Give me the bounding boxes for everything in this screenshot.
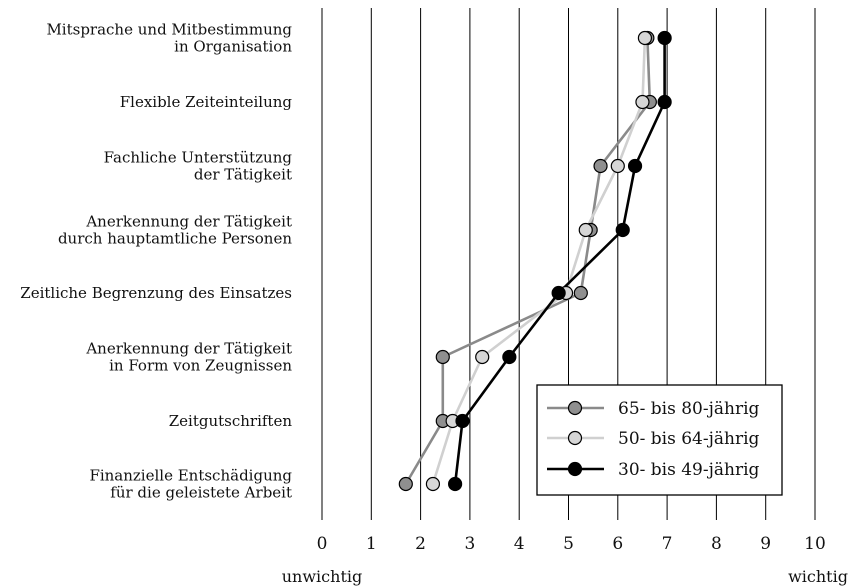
x-tick-label: 3 xyxy=(464,534,475,554)
data-point xyxy=(475,349,490,365)
category-label: durch hauptamtliche Personen xyxy=(58,230,292,248)
data-point xyxy=(578,222,593,238)
series-line xyxy=(453,38,666,485)
x-tick-label: 2 xyxy=(415,534,426,554)
legend-label: 50- bis 64-jährig xyxy=(618,429,760,449)
legend-label: 30- bis 49-jährig xyxy=(618,460,760,480)
category-label: Anerkennung der Tätigkeit xyxy=(85,340,292,358)
chart-series xyxy=(398,30,672,492)
legend: 65- bis 80-jährig 50- bis 64-jährig 30- bi… xyxy=(536,384,783,496)
data-point xyxy=(425,476,441,492)
data-point xyxy=(573,285,588,301)
data-point xyxy=(593,158,608,174)
data-point xyxy=(502,349,517,365)
x-tick-label: 0 xyxy=(317,534,328,554)
legend-marker xyxy=(567,400,583,416)
series-line xyxy=(404,37,652,485)
data-point xyxy=(435,349,450,365)
x-axis-tick-labels: 0 1 2 3 4 5 6 7 8 9 10 xyxy=(317,534,826,554)
data-point xyxy=(627,158,643,174)
category-label: Mitsprache und Mitbestimmung xyxy=(46,21,292,39)
x-tick-label: 1 xyxy=(366,534,377,554)
legend-marker xyxy=(567,430,583,446)
category-label: Finanzielle Entschädigung xyxy=(89,467,292,485)
category-label: Zeitgutschriften xyxy=(169,412,293,430)
data-point xyxy=(635,94,650,110)
data-point xyxy=(615,222,630,238)
x-tick-label: 7 xyxy=(662,534,673,554)
data-point xyxy=(551,285,566,301)
x-tick-label: 10 xyxy=(804,534,826,554)
x-tick-label: 4 xyxy=(514,534,525,554)
data-point xyxy=(455,413,470,429)
x-tick-label: 9 xyxy=(760,534,771,554)
series-line xyxy=(431,37,647,485)
x-tick-label: 6 xyxy=(612,534,623,554)
category-label: Fachliche Unterstützung xyxy=(104,149,293,167)
category-label: der Tätigkeit xyxy=(194,166,292,184)
data-point xyxy=(657,94,672,110)
category-label: Zeitliche Begrenzung des Einsatzes xyxy=(20,284,292,302)
category-label: für die geleistete Arbeit xyxy=(110,484,292,502)
data-point xyxy=(610,158,625,174)
data-point xyxy=(398,476,413,492)
legend-label: 65- bis 80-jährig xyxy=(618,399,760,419)
x-axis-high-label: wichtig xyxy=(788,567,848,586)
x-tick-label: 8 xyxy=(711,534,722,554)
data-point xyxy=(657,30,672,46)
category-label: in Organisation xyxy=(174,38,292,56)
legend-marker xyxy=(567,461,583,477)
category-label: Flexible Zeiteinteilung xyxy=(120,93,293,111)
x-axis-low-label: unwichtig xyxy=(282,567,362,586)
data-point xyxy=(448,476,463,492)
x-tick-label: 5 xyxy=(563,534,574,554)
category-label: in Form von Zeugnissen xyxy=(109,357,292,375)
category-label: Anerkennung der Tätigkeit xyxy=(85,213,292,231)
data-point xyxy=(637,30,653,46)
